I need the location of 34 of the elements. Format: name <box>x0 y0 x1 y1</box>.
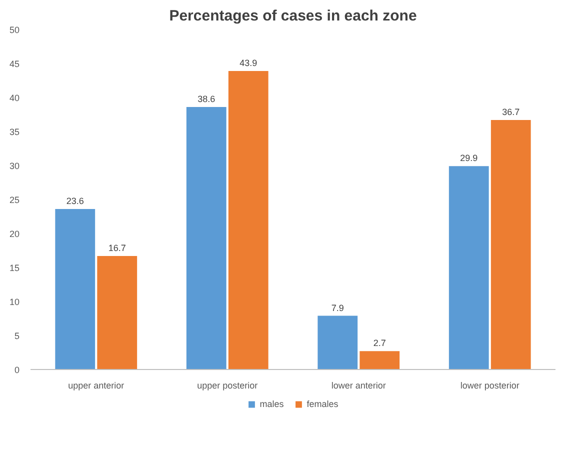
x-tick-label: lower posterior <box>460 380 520 390</box>
legend-label: males <box>260 399 284 409</box>
y-tick-label: 30 <box>9 161 20 171</box>
y-tick-label: 0 <box>14 365 20 375</box>
data-label: 2.7 <box>373 338 386 348</box>
x-tick-label: upper anterior <box>68 380 124 390</box>
y-tick-label: 45 <box>9 59 20 69</box>
y-tick-label: 15 <box>9 263 20 273</box>
data-label: 16.7 <box>108 242 126 253</box>
y-tick-label: 50 <box>9 25 20 35</box>
y-tick-label: 35 <box>9 127 20 137</box>
y-tick-label: 10 <box>9 297 20 307</box>
bar <box>228 70 268 370</box>
bar <box>360 351 400 370</box>
y-tick-label: 20 <box>9 229 20 239</box>
bar <box>448 166 489 370</box>
x-tick-label: upper posterior <box>197 380 258 390</box>
data-label: 38.6 <box>198 94 216 104</box>
y-tick-label: 25 <box>9 195 20 205</box>
bar <box>490 120 531 370</box>
data-label: 43.9 <box>240 58 258 68</box>
data-label: 36.7 <box>502 106 520 117</box>
bar <box>186 107 226 370</box>
y-tick-label: 5 <box>14 331 20 341</box>
data-label: 23.6 <box>66 196 84 206</box>
chart-title: Percentages of cases in each zone <box>169 8 417 24</box>
legend-label: females <box>306 399 338 409</box>
data-label: 7.9 <box>331 302 344 313</box>
bar <box>318 316 358 370</box>
y-tick-label: 40 <box>9 93 20 103</box>
bar <box>55 209 96 370</box>
bar <box>97 256 138 370</box>
x-tick-label: lower anterior <box>331 380 386 390</box>
data-label: 29.9 <box>460 153 478 164</box>
